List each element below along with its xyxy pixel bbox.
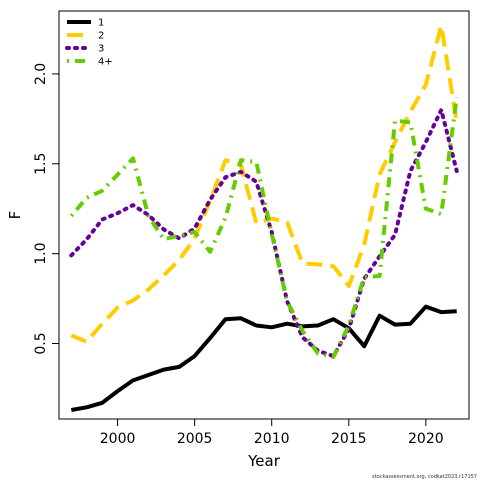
series-line-4	[69, 97, 459, 359]
y-axis-label: F	[6, 211, 24, 220]
x-axis-label: Year	[247, 452, 281, 470]
legend-label: 4+	[98, 57, 113, 68]
y-axis: 0.5 1.0 1.5 2.0	[33, 63, 60, 355]
y-tick-label: 0.5	[33, 332, 49, 354]
source-credit: stockassessment.org, codkat2023.r17157	[372, 474, 477, 480]
x-tick-label: 2010	[254, 431, 290, 447]
legend-label: 3	[98, 44, 104, 55]
y-tick-label: 1.5	[33, 153, 49, 175]
series-line-2	[70, 23, 459, 344]
x-tick-label: 2015	[331, 431, 367, 447]
x-tick-label: 2020	[408, 431, 444, 447]
legend-label: 1	[98, 18, 104, 29]
series-line-3	[69, 107, 459, 359]
x-tick-label: 2005	[177, 431, 213, 447]
x-tick-label: 2000	[100, 431, 136, 447]
legend: 1 2 3 4+	[65, 18, 113, 68]
x-axis: 2000 2005 2010 2015 2020	[100, 418, 444, 447]
y-tick-label: 2.0	[33, 63, 49, 85]
legend-label: 2	[98, 31, 104, 42]
series-line-1	[70, 304, 457, 412]
y-tick-label: 1.0	[33, 243, 49, 265]
plot-frame	[58, 10, 470, 420]
series-layer	[69, 23, 459, 412]
